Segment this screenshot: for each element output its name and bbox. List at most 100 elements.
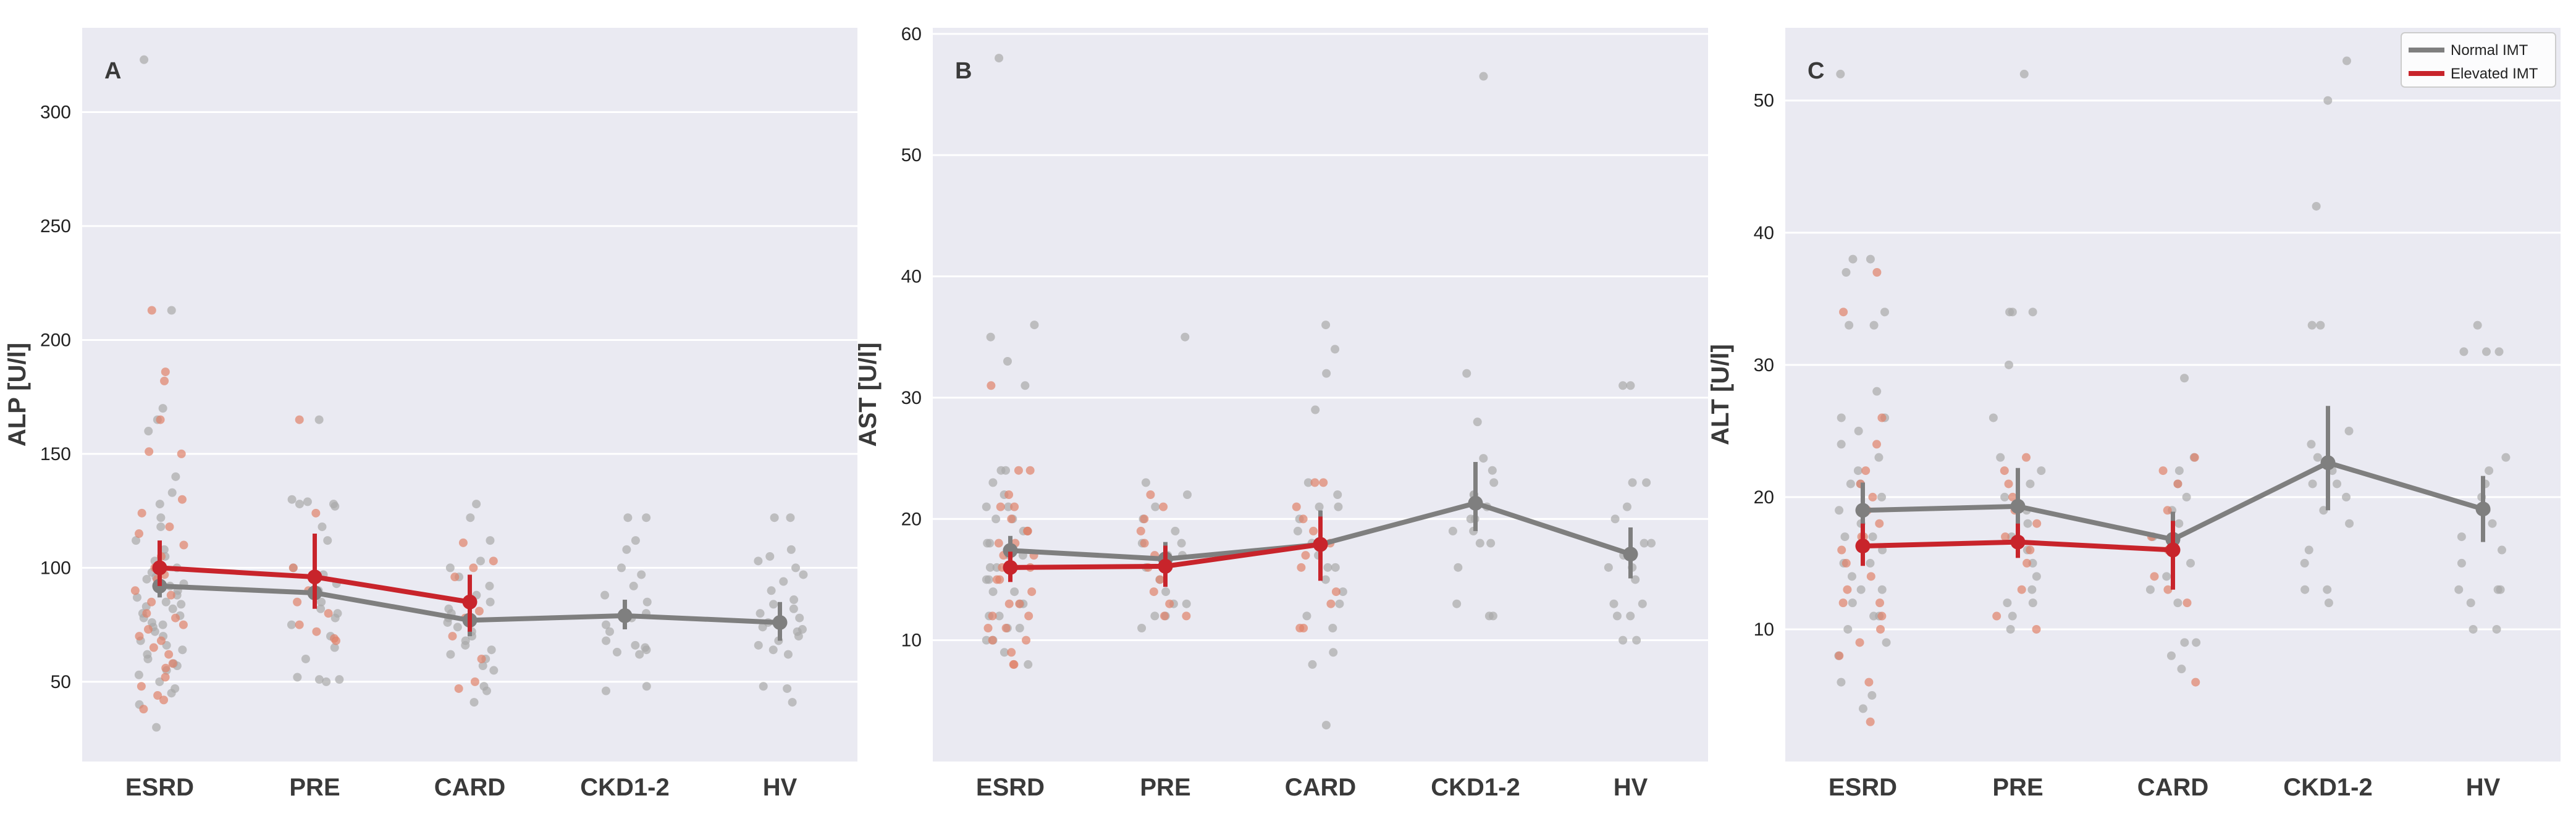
data-point <box>1335 599 1344 608</box>
data-point <box>2494 347 2504 356</box>
data-point <box>331 636 340 645</box>
data-point <box>316 604 326 613</box>
data-point <box>323 536 332 545</box>
y-tick-label: 250 <box>40 216 71 237</box>
data-point <box>987 381 996 390</box>
data-point <box>1448 526 1457 535</box>
data-point <box>1868 532 1877 542</box>
data-point <box>161 673 170 682</box>
data-point <box>1612 611 1622 621</box>
data-point <box>1321 321 1331 330</box>
data-point <box>1848 254 1858 264</box>
data-point <box>605 627 614 636</box>
y-tick-label: 60 <box>901 24 922 44</box>
data-point <box>143 654 153 663</box>
data-point <box>1875 519 1884 528</box>
data-point <box>293 673 302 682</box>
y-tick-label: 10 <box>901 631 922 651</box>
data-point <box>142 609 151 618</box>
data-point <box>982 636 991 645</box>
data-point <box>1842 268 1851 277</box>
data-point <box>795 613 804 623</box>
data-point <box>1880 308 1889 317</box>
data-point <box>1866 254 1875 264</box>
data-point <box>478 661 487 671</box>
data-point <box>600 590 610 600</box>
data-point <box>1004 502 1013 511</box>
data-point <box>135 529 144 539</box>
data-point <box>1992 611 2001 621</box>
data-point <box>158 620 167 629</box>
x-tick-label: CKD1-2 <box>1431 774 1520 801</box>
data-point <box>759 682 768 691</box>
data-point <box>477 654 486 663</box>
data-point <box>2037 466 2046 476</box>
data-point <box>450 573 460 582</box>
data-point <box>330 501 340 511</box>
data-point <box>1015 599 1024 608</box>
data-point <box>1475 539 1484 548</box>
data-point <box>2345 519 2354 528</box>
data-point <box>1292 502 1301 511</box>
data-point <box>139 705 148 714</box>
data-point <box>158 404 167 413</box>
data-point <box>147 597 156 606</box>
data-point <box>786 545 796 554</box>
data-point <box>985 539 995 548</box>
data-point <box>2027 585 2037 594</box>
data-point <box>160 376 169 385</box>
data-point <box>2163 506 2172 515</box>
data-point <box>789 595 799 605</box>
data-point <box>487 645 496 655</box>
data-point <box>1030 321 1039 330</box>
data-point <box>986 332 995 342</box>
data-point <box>469 698 479 707</box>
data-point <box>985 563 995 572</box>
data-point <box>443 618 452 627</box>
data-point <box>1874 453 1884 462</box>
data-point <box>171 472 180 481</box>
data-point <box>1323 563 1332 572</box>
data-point <box>1479 454 1488 463</box>
data-point <box>1626 381 1635 390</box>
data-point <box>167 306 176 315</box>
panel-label: B <box>955 58 972 84</box>
data-point <box>1177 539 1186 548</box>
data-point <box>143 625 153 634</box>
y-axis-label: AST [U/l] <box>854 343 882 447</box>
panel-label: A <box>104 58 121 84</box>
data-point <box>1136 526 1145 535</box>
data-point <box>2182 492 2191 501</box>
data-point <box>1338 587 1347 597</box>
data-point <box>1488 611 1497 621</box>
data-point <box>330 613 340 623</box>
data-point <box>1840 532 1850 542</box>
data-point <box>1149 587 1158 597</box>
y-tick-label: 40 <box>901 267 922 287</box>
data-point <box>2028 598 2037 608</box>
data-point <box>1454 563 1463 572</box>
y-tick-label: 50 <box>51 672 71 692</box>
data-point <box>2333 479 2342 489</box>
data-point <box>2481 347 2491 356</box>
data-point <box>1014 466 1023 475</box>
data-point <box>1301 551 1310 560</box>
data-point <box>754 556 763 566</box>
data-point <box>601 686 610 695</box>
data-point <box>1452 599 1462 608</box>
data-point <box>2319 506 2328 515</box>
data-point <box>1023 526 1032 535</box>
data-point <box>788 698 797 707</box>
data-point <box>155 500 164 509</box>
data-point <box>767 586 776 595</box>
data-point <box>2501 453 2511 462</box>
data-point <box>2496 585 2505 594</box>
data-point <box>130 586 140 595</box>
data-point <box>172 590 182 600</box>
data-point <box>1877 492 1887 501</box>
data-point <box>1610 514 1620 524</box>
mean-marker <box>307 569 322 585</box>
data-point <box>2006 624 2015 634</box>
data-point <box>1024 660 1033 669</box>
data-point <box>601 620 610 629</box>
